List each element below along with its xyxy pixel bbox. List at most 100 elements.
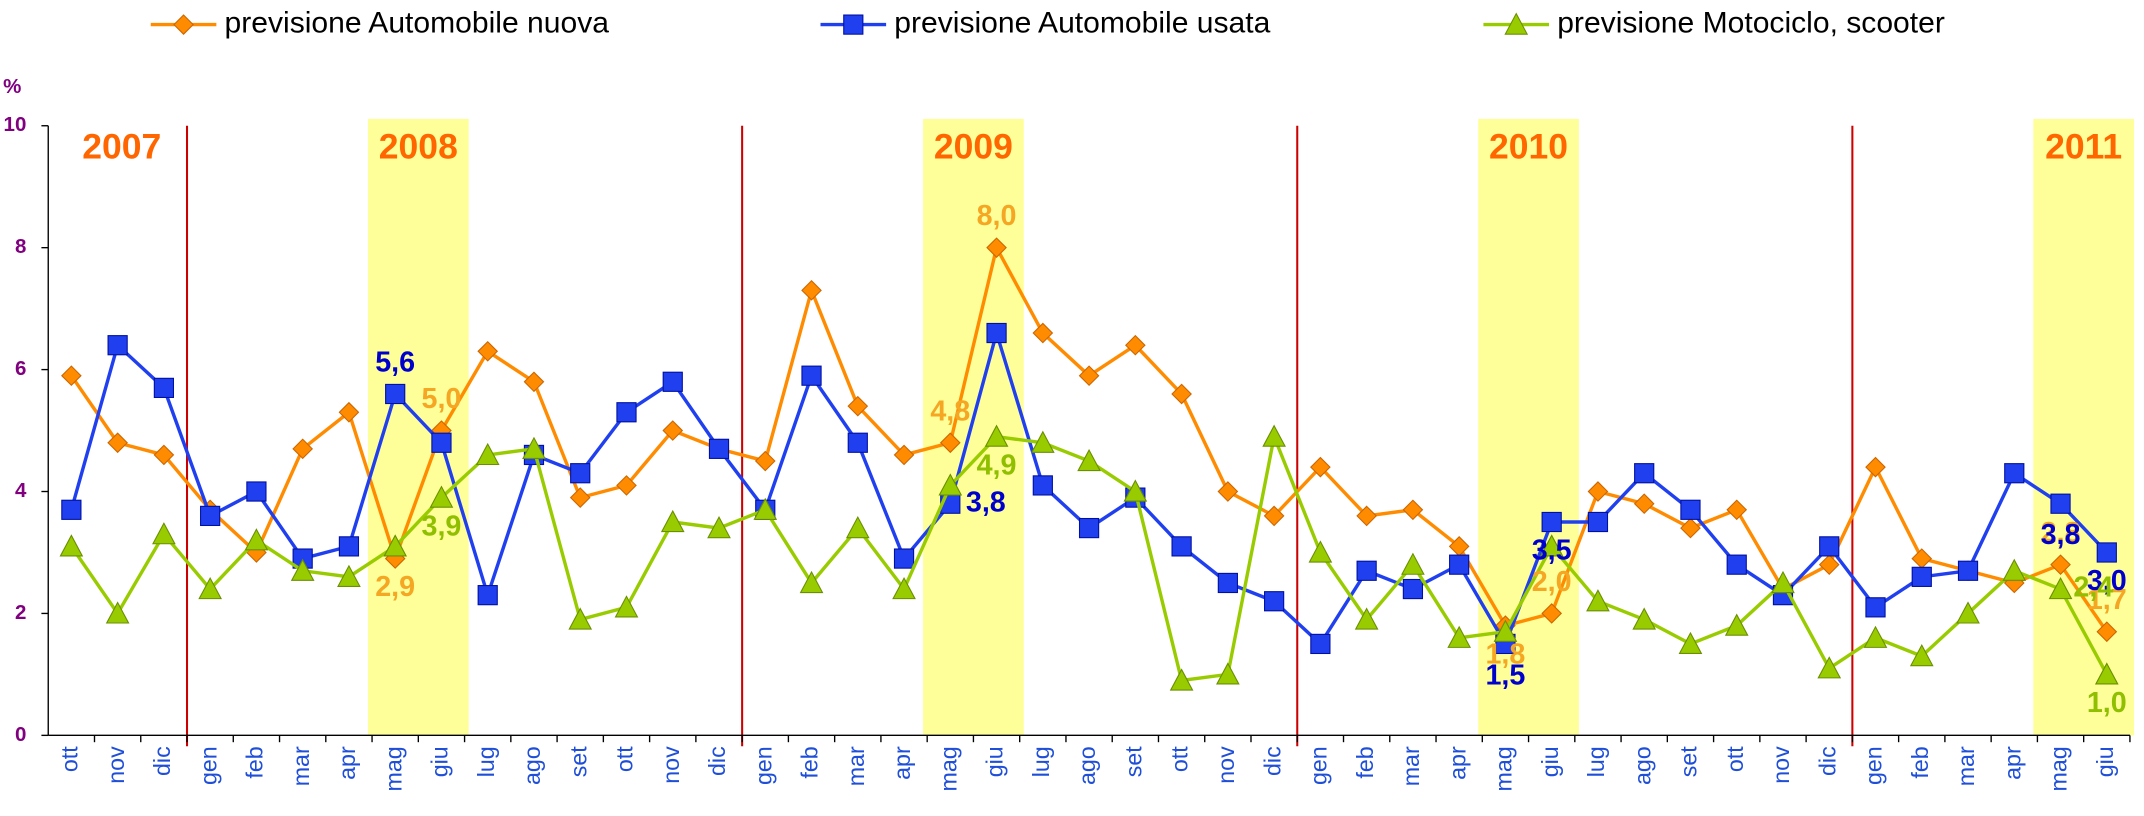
marker-triangle [290, 558, 315, 581]
data-label: 1,0 [2087, 687, 2127, 719]
marker-square [1680, 499, 1701, 520]
marker-diamond [1865, 456, 1886, 478]
marker-diamond [1125, 334, 1146, 356]
marker-square [843, 14, 864, 35]
marker-diamond [477, 340, 499, 362]
marker-diamond [1171, 383, 1192, 405]
marker-triangle [660, 509, 685, 533]
x-tick-label: dic [149, 746, 175, 776]
marker-diamond [986, 237, 1007, 259]
marker-diamond [153, 444, 175, 466]
marker-square [385, 383, 406, 405]
marker-square [431, 432, 452, 453]
highlight-band [2033, 118, 2135, 736]
marker-triangle [522, 436, 546, 459]
marker-square [477, 585, 498, 606]
marker-triangle [1493, 619, 1518, 642]
x-tick-label: ott [1167, 746, 1193, 772]
marker-triangle [1123, 479, 1148, 502]
data-label: 2,4 [2073, 572, 2113, 604]
marker-triangle [1077, 448, 1101, 472]
x-tick-label: ago [1074, 746, 1100, 785]
data-label: 4,9 [977, 449, 1017, 481]
marker-triangle [2002, 558, 2027, 581]
x-tick-label: set [1120, 746, 1146, 778]
x-tick-label: apr [1444, 746, 1470, 780]
y-tick-label: 10 [4, 113, 27, 136]
x-tick-label: mar [1398, 746, 1424, 786]
x-tick-label: mar [1953, 746, 1979, 786]
data-label: 2,0 [1532, 566, 1572, 598]
x-tick-label: feb [1352, 746, 1378, 778]
marker-square [1171, 536, 1192, 557]
marker-triangle [1262, 424, 1286, 447]
marker-triangle [1863, 625, 1888, 648]
marker-diamond [1032, 322, 1054, 344]
marker-triangle [475, 442, 500, 466]
marker-triangle [799, 570, 824, 594]
legend-label: previsione Automobile nuova [225, 7, 610, 40]
marker-square [2096, 542, 2117, 563]
marker-triangle [1216, 662, 1240, 685]
marker-triangle [1401, 552, 1425, 575]
marker-diamond [1911, 548, 1933, 569]
marker-square [986, 322, 1007, 344]
marker-triangle [59, 534, 84, 557]
marker-triangle [1817, 656, 1842, 679]
marker-square [1078, 517, 1100, 539]
x-tick-label: ott [612, 746, 638, 772]
marker-triangle [1632, 607, 1657, 630]
marker-diamond [1633, 493, 1655, 515]
marker-diamond [1680, 517, 1701, 539]
y-axis-label: % [3, 75, 21, 98]
marker-diamond [893, 444, 915, 466]
y-tick-label: 0 [15, 723, 26, 746]
marker-triangle [938, 473, 963, 496]
highlight-band [367, 118, 469, 736]
year-label: 2009 [934, 126, 1013, 166]
marker-square [662, 371, 683, 392]
marker-triangle [984, 424, 1009, 447]
data-label: 3,5 [1532, 535, 1572, 567]
marker-diamond [1587, 481, 1609, 502]
marker-square [1865, 597, 1886, 618]
x-tick-label: set [1676, 746, 1702, 778]
marker-diamond [569, 487, 591, 508]
marker-square [1726, 554, 1747, 575]
x-tick-label: apr [889, 746, 915, 780]
x-tick-label: mar [288, 746, 314, 786]
marker-triangle [1030, 430, 1055, 453]
marker-square [1587, 511, 1609, 533]
x-tick-label: mag [1491, 746, 1517, 791]
marker-square [1032, 475, 1053, 496]
x-tick-label: feb [1907, 746, 1933, 778]
x-tick-label: dic [1814, 746, 1840, 776]
x-tick-label: giu [2092, 746, 2118, 777]
marker-triangle [2094, 662, 2119, 685]
marker-diamond [662, 420, 684, 441]
data-label: 2,9 [375, 571, 415, 603]
x-tick-label: set [565, 746, 591, 778]
x-tick-label: nov [1768, 746, 1794, 784]
marker-triangle [1771, 570, 1795, 594]
marker-diamond [616, 475, 637, 496]
x-tick-label: mar [843, 746, 869, 786]
marker-square [616, 402, 637, 423]
x-tick-label: lug [1028, 746, 1054, 777]
data-label: 2,8 [2041, 517, 2081, 549]
marker-triangle [244, 528, 269, 551]
marker-square [1449, 554, 1470, 575]
marker-square [1957, 560, 1979, 581]
x-tick-label: lug [473, 746, 499, 777]
x-tick-label: gen [1861, 746, 1887, 785]
marker-square [708, 438, 730, 459]
x-tick-label: ott [1722, 746, 1748, 772]
data-label: 4,8 [930, 395, 970, 427]
marker-diamond [2050, 554, 2071, 576]
marker-square [1541, 511, 1562, 533]
y-tick-label: 6 [15, 357, 26, 380]
marker-triangle [614, 595, 639, 618]
marker-triangle [1909, 644, 1934, 667]
year-label: 2010 [1489, 126, 1568, 166]
marker-square [153, 377, 175, 398]
